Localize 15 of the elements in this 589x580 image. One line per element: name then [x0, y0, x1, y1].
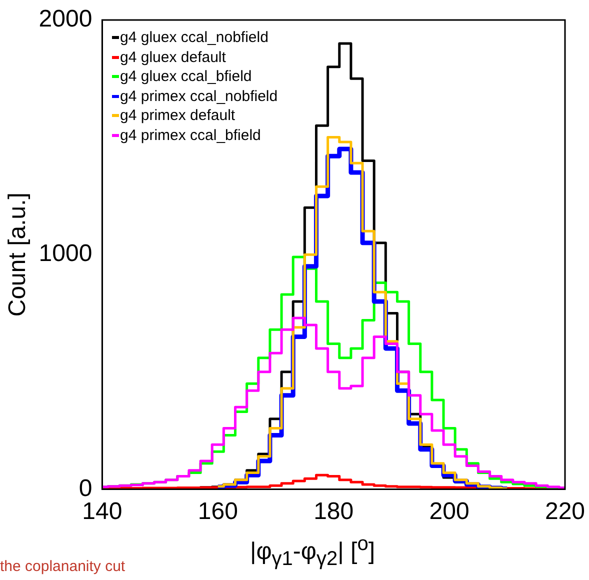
legend-label: g4 gluex ccal_bfield — [120, 67, 252, 86]
x-tick-label: 200 — [429, 498, 470, 526]
legend-label: g4 primex ccal_nobfield — [120, 86, 278, 106]
legend-label: g4 gluex ccal_nobfield — [120, 28, 268, 48]
legend-label: g4 primex ccal_bfield — [120, 126, 261, 145]
x-tick-label: 180 — [314, 498, 354, 526]
text: the coplananity cut — [0, 558, 126, 575]
x-tick-label: 220 — [544, 498, 586, 526]
y-tick-label: 1000 — [38, 240, 92, 268]
x-tick-label: 160 — [198, 498, 238, 526]
legend-label: g4 gluex default — [120, 48, 226, 67]
x-axis-title: |φ$_{γ1}$-φ$_{γ2}$| [$^{o}$] — [250, 533, 375, 571]
y-axis-title: Count [a.u.] — [4, 192, 32, 317]
y-tick-label: 2000 — [38, 6, 92, 33]
legend-label: g4 primex default — [120, 106, 236, 126]
